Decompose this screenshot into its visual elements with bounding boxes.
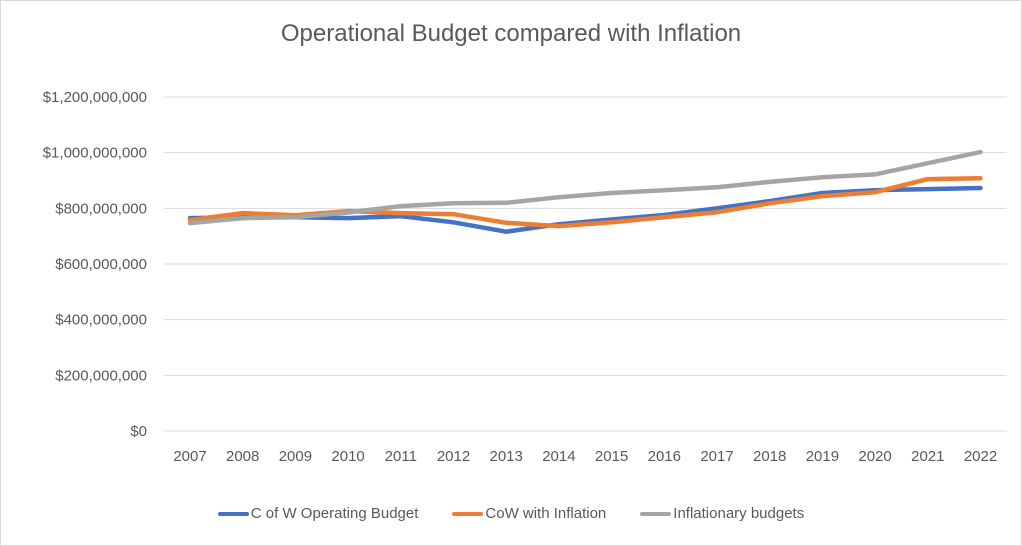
y-tick-label: $0 <box>130 423 147 440</box>
legend-item: CoW with Inflation <box>452 505 606 522</box>
x-tick-label: 2017 <box>700 448 733 465</box>
legend-swatch <box>452 511 484 516</box>
y-tick-label: $400,000,000 <box>55 312 147 329</box>
legend-label: Inflationary budgets <box>673 505 805 522</box>
series-line-1 <box>187 185 983 234</box>
x-tick-label: 2007 <box>173 448 206 465</box>
legend-label: CoW with Inflation <box>485 505 607 522</box>
y-tick-label: $800,000,000 <box>55 200 147 217</box>
x-tick-label: 2015 <box>595 448 628 465</box>
chart-title: Operational Budget compared with Inflati… <box>280 20 742 47</box>
x-tick-label: 2016 <box>648 448 681 465</box>
y-tick-label: $600,000,000 <box>55 256 147 273</box>
legend-item: C of W Operating Budget <box>217 505 419 522</box>
x-tick-label: 2011 <box>385 448 417 465</box>
legend: C of W Operating Budget CoW with Inflatio… <box>0 505 1022 522</box>
gridlines <box>164 96 1007 432</box>
x-tick-label: 2010 <box>331 448 364 465</box>
x-tick-label: 2012 <box>437 448 470 465</box>
series-lines <box>187 149 983 234</box>
x-tick-label: 2018 <box>753 448 786 465</box>
legend-item: Inflationary budgets <box>640 505 804 522</box>
y-tick-label: $1,000,000,000 <box>43 145 147 162</box>
x-tick-label: 2021 <box>911 448 944 465</box>
legend-swatch <box>217 511 249 516</box>
x-tick-label: 2022 <box>964 448 997 465</box>
legend-swatch <box>640 511 672 516</box>
x-axis: 2007 2008 2009 2010 2011 2012 2013 2014 2015 2016… <box>173 448 997 465</box>
x-tick-label: 2014 <box>542 448 575 465</box>
legend-label: C of W Operating Budget <box>250 505 419 522</box>
y-axis: $0 $200,000,000 $400,000,000 $600,000,000 $8… <box>43 89 147 440</box>
y-tick-label: $1,200,000,000 <box>43 89 147 106</box>
x-tick-label: 2008 <box>226 448 259 465</box>
series-line-3 <box>187 149 983 226</box>
x-tick-label: 2020 <box>858 448 891 465</box>
x-tick-label: 2013 <box>490 448 523 465</box>
y-tick-label: $200,000,000 <box>55 367 147 384</box>
x-tick-label: 2019 <box>806 448 839 465</box>
x-tick-label: 2009 <box>279 448 312 465</box>
